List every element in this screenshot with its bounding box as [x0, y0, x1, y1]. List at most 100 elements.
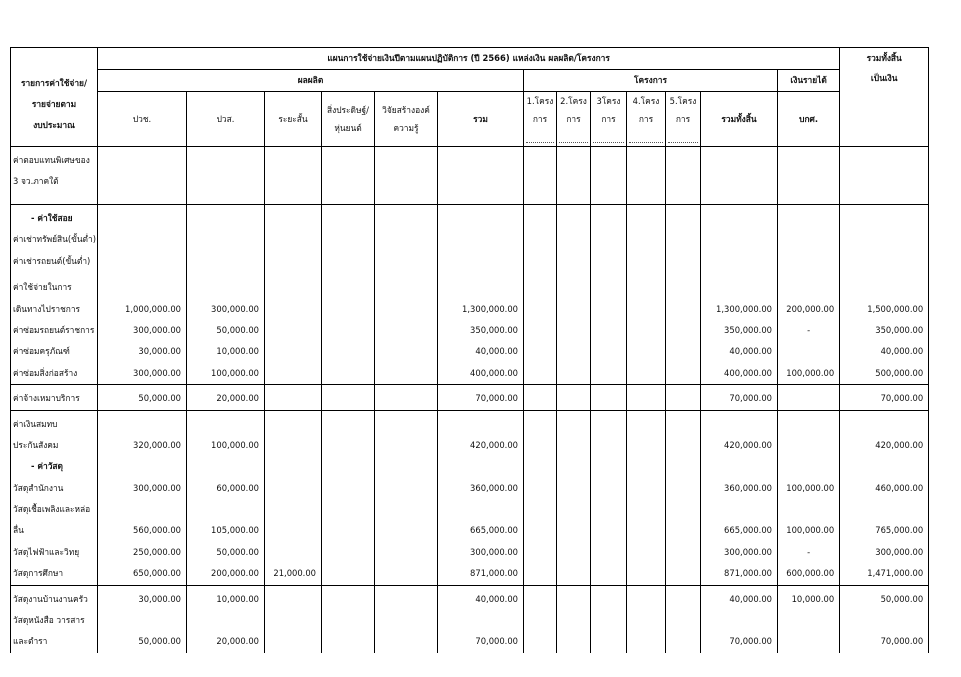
value-cell-p1 [523, 384, 557, 411]
value-cell-income [776, 384, 841, 411]
cell-value: 320,000.00 [133, 439, 181, 450]
section-heading: - ค่าใช้สอย [31, 213, 73, 223]
cell-value: 650,000.00 [133, 568, 181, 579]
cell-value [266, 478, 321, 499]
col-label: 3โครง [596, 96, 621, 106]
value-cell-p5 [665, 584, 701, 653]
col-label: สิ่งประดิษฐ์/ [327, 105, 369, 115]
cell-value [628, 388, 665, 409]
cell-value: 40,000.00 [729, 346, 772, 357]
col-label: การ [675, 114, 691, 124]
cell-value [323, 251, 374, 272]
cell-value [376, 208, 437, 229]
cell-value [628, 277, 665, 298]
project-group-header: โครงการ [523, 69, 778, 92]
cell-value [266, 229, 321, 250]
cell-value [592, 229, 626, 250]
col-robot: สิ่งประดิษฐ์/ หุ่นยนต์ [321, 91, 375, 147]
item-label: เดินทางไปราชการ [13, 303, 81, 314]
cell-value [525, 208, 556, 229]
cell-value: 1,471,000.00 [867, 568, 924, 579]
table-block: ค่าจ้างเหมาบริการ 50,000.00 20,000.00 70,00… [10, 384, 930, 411]
cell-value [99, 229, 186, 250]
value-cell-output_sum: 420,000.00 360,000.00 665,000.00 300,000.00… [437, 409, 524, 586]
col-label: 1.โครง [526, 96, 554, 106]
cell-value [376, 610, 437, 631]
cell-value: 350,000.00 [470, 324, 518, 335]
item-label: วัสดุเชื้อเพลิงและหล่อ [13, 504, 91, 515]
cell-value [525, 414, 556, 435]
cell-value [323, 435, 374, 456]
cell-value [266, 388, 321, 409]
cell-value [592, 208, 626, 229]
section-heading: - ค่าวัสดุ [31, 461, 63, 472]
cell-value [525, 610, 556, 631]
value-cell-p2 [556, 384, 591, 411]
item-label: วัสดุไฟฟ้าและวิทยุ [13, 546, 80, 557]
cell-value [667, 520, 700, 541]
cell-value [525, 542, 556, 563]
cell-value [628, 563, 665, 584]
item-label-cell: วัสดุงานบ้านงานครัว วัสดุหนังสือ วารสาร แล… [10, 584, 98, 653]
value-cell-p4 [626, 203, 666, 386]
cell-value [779, 251, 839, 272]
cell-value: 40,000.00 [880, 346, 924, 357]
item-label: ค่าจ้างเหมาบริการ [13, 393, 80, 404]
value-cell-p1 [523, 409, 557, 586]
cell-value [667, 435, 700, 456]
value-cell-p1 [523, 146, 557, 205]
cell-value: 871,000.00 [470, 568, 518, 579]
value-cell-p3 [590, 584, 627, 653]
value-cell-p1 [523, 203, 557, 386]
output-group-header: ผลผลิต [97, 69, 524, 92]
cell-value: 360,000.00 [724, 482, 772, 493]
cell-value: 420,000.00 [724, 439, 772, 450]
cell-value [188, 171, 264, 192]
value-cell-research [374, 584, 438, 653]
cell-value [592, 542, 626, 563]
cell-value [841, 277, 928, 298]
value-cell-output_sum [437, 146, 524, 205]
cell-value [266, 208, 321, 229]
cell-value [266, 414, 321, 435]
value-cell-grand: 50,000.00 70,000.00 [839, 584, 930, 653]
cell-value [376, 542, 437, 563]
cell-value [439, 456, 523, 477]
cell-value [525, 320, 556, 341]
cell-value [99, 150, 186, 171]
cell-value [628, 435, 665, 456]
cell-value [592, 341, 626, 362]
cell-value: 40,000.00 [475, 593, 518, 604]
cell-value: 350,000.00 [875, 324, 924, 335]
value-cell-research [374, 384, 438, 411]
cell-value [702, 414, 777, 435]
value-cell-p2 [556, 146, 591, 205]
cell-value [592, 520, 626, 541]
cell-value [376, 388, 437, 409]
cell-value: 21,000.00 [273, 568, 316, 579]
cell-value [558, 251, 590, 272]
cell-value: 360,000.00 [470, 482, 518, 493]
cell-value [667, 150, 700, 171]
cell-value: 10,000.00 [216, 346, 259, 357]
value-cell-project_total: 70,000.00 [700, 384, 778, 411]
cell-value [628, 520, 665, 541]
col-output-sum: รวม [437, 91, 524, 147]
dotted-line [559, 140, 588, 143]
cell-value [628, 171, 665, 192]
cell-value [628, 499, 665, 520]
row-label-line: งบประมาณ [33, 119, 75, 130]
cell-value: - [807, 324, 811, 335]
cell-value [628, 341, 665, 362]
cell-value [702, 499, 777, 520]
cell-value [667, 341, 700, 362]
col-project-1: 1.โครง การ [523, 91, 557, 147]
cell-value: 300,000.00 [133, 482, 181, 493]
cell-value [702, 277, 777, 298]
cell-value [323, 589, 374, 610]
cell-value [99, 208, 186, 229]
item-label-cell: ค่าจ้างเหมาบริการ [10, 384, 98, 411]
cell-value [266, 277, 321, 298]
cell-value [628, 542, 665, 563]
col-pvch: ปวช. [97, 91, 187, 147]
